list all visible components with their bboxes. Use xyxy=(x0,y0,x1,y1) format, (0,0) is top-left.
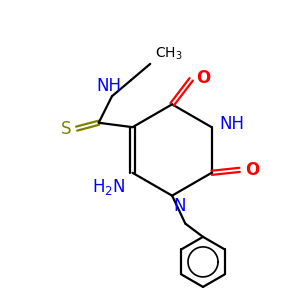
Text: O: O xyxy=(196,69,211,87)
Text: O: O xyxy=(245,161,260,179)
Text: NH: NH xyxy=(97,77,122,95)
Text: NH: NH xyxy=(219,115,244,133)
Text: H$_2$N: H$_2$N xyxy=(92,177,125,197)
Text: N: N xyxy=(174,197,186,215)
Text: S: S xyxy=(61,120,71,138)
Text: CH$_3$: CH$_3$ xyxy=(154,45,182,62)
